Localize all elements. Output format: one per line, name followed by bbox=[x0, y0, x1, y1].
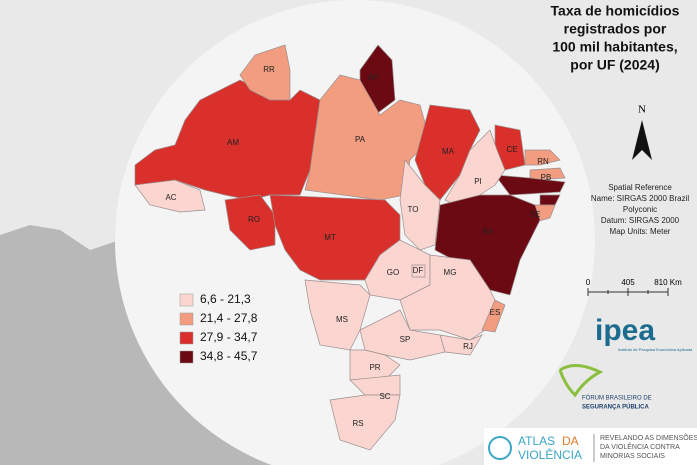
legend: 6,6 - 21,3 21,4 - 27,8 27,9 - 34,7 34,8 - 4… bbox=[179, 292, 258, 364]
state-label: BA bbox=[483, 227, 494, 236]
title-line: registrados por bbox=[564, 21, 667, 37]
state-label: SC bbox=[379, 392, 390, 401]
legend-label: 6,6 - 21,3 bbox=[200, 292, 251, 306]
state-pe bbox=[494, 174, 566, 196]
atlas-icon bbox=[488, 436, 512, 460]
legend-swatch bbox=[179, 331, 194, 345]
atlas-logo: ATLAS DA VIOLÊNCIA REVELANDO AS DIMENSÕE… bbox=[484, 428, 697, 465]
state-label: MS bbox=[336, 315, 348, 324]
state-label: RN bbox=[537, 157, 549, 166]
state-label: RO bbox=[248, 215, 260, 224]
state-label: MA bbox=[442, 147, 455, 156]
state-rn bbox=[524, 149, 561, 166]
legend-label: 34,8 - 45,7 bbox=[200, 349, 258, 363]
atlas-tagline: DA VIOLÊNCIA CONTRA bbox=[600, 442, 680, 451]
state-label: CE bbox=[506, 145, 517, 154]
scale-label: 405 bbox=[621, 278, 635, 287]
title: Taxa de homicídios registrados por 100 m… bbox=[551, 3, 680, 73]
state-label: AP bbox=[368, 73, 379, 82]
ipea-logo: ipea Instituto de Pesquisa Econômica Apl… bbox=[595, 314, 693, 352]
north-arrow bbox=[632, 120, 652, 160]
state-label: MT bbox=[324, 233, 336, 242]
state-label: RS bbox=[352, 419, 363, 428]
title-line: 100 mil habitantes, bbox=[552, 39, 677, 55]
state-pi bbox=[444, 129, 506, 206]
forum-line: FÓRUM BRASILEIRO DE bbox=[582, 395, 652, 402]
legend-label: 27,9 - 34,7 bbox=[200, 330, 258, 344]
atlas-box bbox=[484, 428, 697, 465]
legend-label: 21,4 - 27,8 bbox=[200, 311, 258, 325]
ref-line: Name: SIRGAS 2000 Brazil bbox=[591, 194, 689, 203]
state-label: AM bbox=[227, 138, 239, 147]
state-label: DF bbox=[413, 266, 424, 275]
state-label: GO bbox=[387, 268, 399, 277]
atlas-tagline: MINORIAS SOCIAIS bbox=[600, 453, 665, 460]
state-es bbox=[481, 299, 506, 333]
legend-swatch bbox=[179, 293, 194, 307]
state-label: SE bbox=[530, 210, 541, 219]
state-rr bbox=[239, 44, 291, 101]
atlas-word: DA bbox=[562, 434, 579, 448]
state-to bbox=[399, 159, 441, 251]
state-label: PA bbox=[355, 135, 366, 144]
state-df bbox=[411, 264, 426, 278]
scale-label: 810 Km bbox=[654, 278, 682, 287]
ref-line: Datum: SIRGAS 2000 bbox=[601, 216, 680, 225]
state-label: PI bbox=[474, 177, 482, 186]
atlas-tagline: REVELANDO AS DIMENSÕES bbox=[600, 433, 697, 442]
ipea-subtitle: Instituto de Pesquisa Econômica Aplicada bbox=[618, 347, 693, 352]
forum-logo: FÓRUM BRASILEIRO DE SEGURANÇA PÚBLICA bbox=[558, 364, 652, 411]
scale-bar: 0 405 810 Km bbox=[586, 278, 682, 296]
north-label: N bbox=[638, 104, 646, 116]
state-label: AC bbox=[165, 193, 176, 202]
atlas-word: VIOLÊNCIA bbox=[518, 447, 582, 462]
state-label: PB bbox=[541, 173, 552, 182]
state-ro bbox=[224, 194, 276, 251]
ref-line: Spatial Reference bbox=[608, 183, 672, 192]
scale-label: 0 bbox=[586, 278, 591, 287]
ref-line: Polyconic bbox=[623, 205, 657, 214]
atlas-word: ATLAS bbox=[518, 434, 555, 448]
state-label: SP bbox=[400, 335, 411, 344]
forum-line: SEGURANÇA PÚBLICA bbox=[582, 404, 649, 411]
state-rs bbox=[329, 394, 401, 451]
spatial-reference: Spatial Reference Name: SIRGAS 2000 Braz… bbox=[591, 183, 689, 236]
state-ms bbox=[304, 279, 371, 351]
state-labels: AC AM RR AP PA MA CE RN PB SE PI BA TO RO MT GO DF MG ES RJ… bbox=[165, 65, 551, 428]
state-label: RR bbox=[263, 65, 275, 74]
legend-swatch bbox=[179, 350, 194, 364]
title-line: Taxa de homicídios bbox=[551, 3, 680, 19]
legend-swatch bbox=[179, 312, 194, 326]
state-label: MG bbox=[444, 268, 457, 277]
states bbox=[134, 44, 566, 451]
forum-icon bbox=[558, 364, 604, 398]
state-label: PR bbox=[369, 363, 380, 372]
ref-line: Map Units: Meter bbox=[610, 227, 671, 236]
title-line: por UF (2024) bbox=[570, 57, 659, 73]
state-label: RJ bbox=[463, 342, 473, 351]
scale-line bbox=[587, 288, 669, 296]
state-label: TO bbox=[408, 205, 419, 214]
state-pb bbox=[529, 167, 566, 181]
state-ba bbox=[434, 194, 541, 296]
state-label: ES bbox=[490, 308, 501, 317]
ipea-name: ipea bbox=[595, 314, 655, 347]
